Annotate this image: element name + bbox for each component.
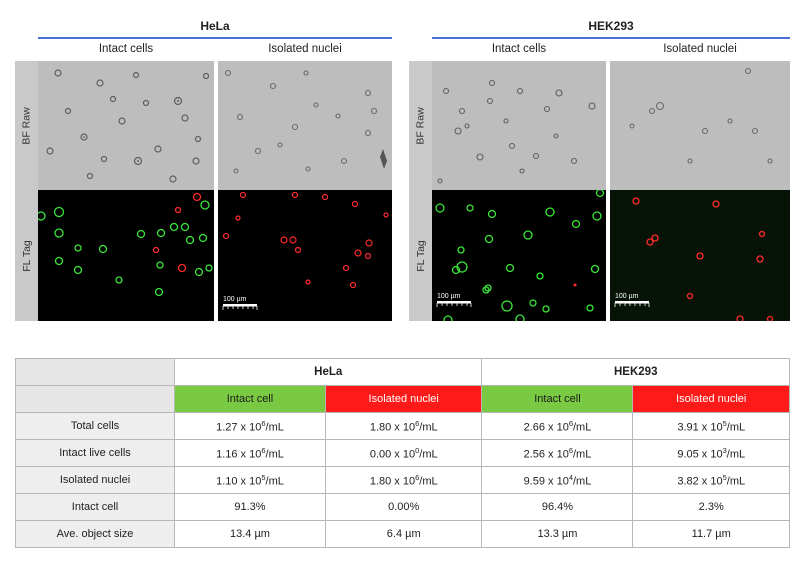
table-cell: 2.56 x 106/mL xyxy=(481,439,634,467)
hela-nuclei-bf-image xyxy=(218,61,392,190)
table-subheader-blank xyxy=(15,385,175,413)
hek-row-label-fl: FL Tag xyxy=(409,190,432,321)
hek293-group-underline xyxy=(432,37,790,39)
table-group-hek293: HEK293 xyxy=(481,358,790,386)
scale-bar xyxy=(437,301,471,304)
scale-bar-label: 100 µm xyxy=(223,296,247,303)
hek-intact-bf-image xyxy=(432,61,606,190)
row-label: Ave. object size xyxy=(15,520,175,548)
table-group-hela: HeLa xyxy=(173,358,483,386)
hek-intact-fl-image: 100 µm xyxy=(432,190,606,321)
table-cell: 1.80 x 106/mL xyxy=(324,412,483,440)
scale-bar xyxy=(615,301,649,304)
hek-col-intact-label: Intact cells xyxy=(491,43,547,55)
hek-nuclei-bf-image xyxy=(610,61,790,190)
hek293-group-title: HEK293 xyxy=(588,19,634,33)
table-cell: 91.3% xyxy=(174,493,326,521)
table-row: Ave. object size 13.4 µm 6.4 µm 13.3 µm … xyxy=(15,520,790,548)
hela-group-underline xyxy=(38,37,392,39)
hela-nuclei-fl-image: 100 µm xyxy=(218,190,392,321)
table-cell: 11.7 µm xyxy=(632,520,790,548)
table-subheader-hela-intact: Intact cell xyxy=(174,385,326,413)
table-cell: 3.91 x 105/mL xyxy=(632,412,790,440)
table-row: Intact live cells 1.16 x 106/mL 0.00 x 1… xyxy=(15,439,790,467)
row-label: Intact live cells xyxy=(15,439,175,467)
table-cell: 1.16 x 106/mL xyxy=(174,439,326,467)
hek-col-nuclei-label: Isolated nuclei xyxy=(663,43,737,55)
table-subheader-hela-nuclei: Isolated nuclei xyxy=(324,385,483,413)
table-cell: 0.00% xyxy=(324,493,483,521)
row-label: Intact cell xyxy=(15,493,175,521)
table-cell: 9.05 x 103/mL xyxy=(632,439,790,467)
table-cell: 6.4 µm xyxy=(324,520,483,548)
row-label: Isolated nuclei xyxy=(15,466,175,494)
scale-bar-label: 100 µm xyxy=(615,293,639,300)
table-cell: 96.4% xyxy=(481,493,634,521)
table-cell: 13.4 µm xyxy=(174,520,326,548)
scale-bar-label: 100 µm xyxy=(437,293,461,300)
hela-intact-bf-image xyxy=(38,61,214,190)
table-cell: 0.00 x 100/mL xyxy=(324,439,483,467)
table-subheader-hek-nuclei: Isolated nuclei xyxy=(632,385,790,413)
table-cell: 1.10 x 105/mL xyxy=(174,466,326,494)
table-cell: 1.27 x 106/mL xyxy=(174,412,326,440)
table-cell: 2.66 x 106/mL xyxy=(481,412,634,440)
table-row: Intact cell 91.3% 0.00% 96.4% 2.3% xyxy=(15,493,790,521)
hela-group-title: HeLa xyxy=(200,19,230,33)
table-cell: 13.3 µm xyxy=(481,520,634,548)
hek-nuclei-fl-image: 100 µm xyxy=(610,190,790,321)
table-cell: 9.59 x 104/mL xyxy=(481,466,634,494)
table-corner-cell xyxy=(15,358,175,386)
table-row: Isolated nuclei 1.10 x 105/mL 1.80 x 106… xyxy=(15,466,790,494)
hela-col-intact-label: Intact cells xyxy=(98,43,154,55)
table-cell: 2.3% xyxy=(632,493,790,521)
hela-intact-fl-image xyxy=(38,190,214,321)
hela-row-label-fl: FL Tag xyxy=(15,190,38,321)
results-table: HeLa HEK293 Intact cell Isolated nuclei … xyxy=(15,358,790,548)
scale-bar xyxy=(223,304,257,307)
hela-row-label-bf: BF Raw xyxy=(15,61,38,190)
table-subheader-hek-intact: Intact cell xyxy=(481,385,634,413)
table-cell: 3.82 x 105/mL xyxy=(632,466,790,494)
table-row: Total cells 1.27 x 106/mL 1.80 x 106/mL … xyxy=(15,412,790,440)
hela-col-nuclei-label: Isolated nuclei xyxy=(268,43,342,55)
row-label: Total cells xyxy=(15,412,175,440)
table-cell: 1.80 x 106/mL xyxy=(324,466,483,494)
hek-row-label-bf: BF Raw xyxy=(409,61,432,190)
